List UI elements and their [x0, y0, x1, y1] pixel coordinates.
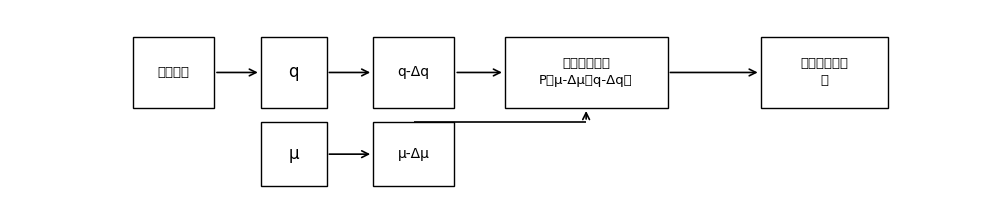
- Text: 补偿后实际位
姿: 补偿后实际位 姿: [800, 57, 848, 88]
- Text: μ: μ: [288, 145, 299, 163]
- Bar: [261, 37, 326, 108]
- Text: q: q: [288, 63, 299, 82]
- Text: 目标位姿: 目标位姿: [157, 66, 189, 79]
- Bar: [505, 37, 668, 108]
- Bar: [133, 37, 214, 108]
- Text: q-Δq: q-Δq: [398, 65, 430, 80]
- Text: 实际输入位姿
P（μ-Δμ，q-Δq）: 实际输入位姿 P（μ-Δμ，q-Δq）: [539, 57, 633, 88]
- Bar: [761, 37, 888, 108]
- Bar: [373, 37, 454, 108]
- Bar: [373, 122, 454, 187]
- Bar: [261, 122, 326, 187]
- Text: μ-Δμ: μ-Δμ: [398, 147, 430, 161]
